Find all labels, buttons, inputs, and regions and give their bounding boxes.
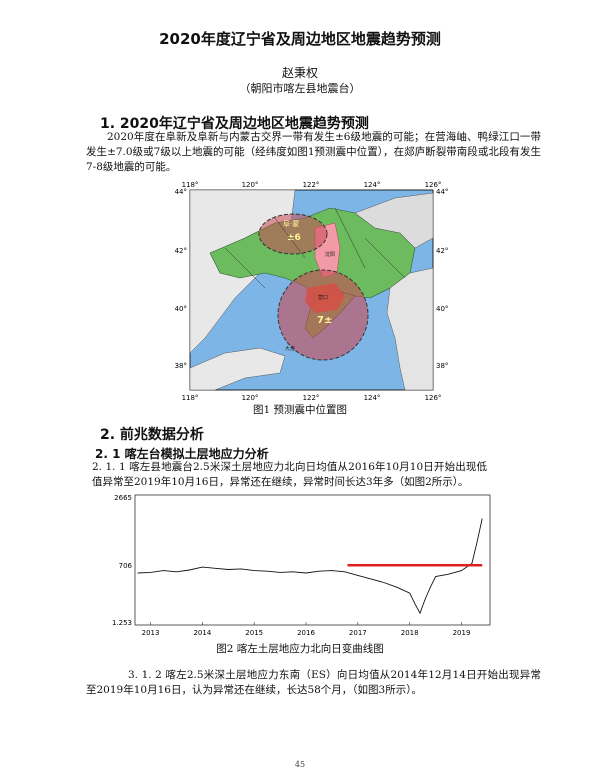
x-tick-label: 2017 bbox=[349, 629, 367, 637]
section3-paragraph: 3. 1. 2 喀左2.5米深土层地应力东南（ES）向日均值从2014年12月1… bbox=[86, 668, 541, 698]
map-left-label: 38° bbox=[175, 362, 187, 370]
figure2-caption: 图2 喀左土层地应力北向日变曲线图 bbox=[216, 643, 384, 655]
y-tick-label: 2665 bbox=[114, 494, 132, 502]
map-bottom-label: 118° bbox=[182, 394, 199, 402]
section1-heading: 1. 2020年辽宁省及周边地区地震趋势预测 bbox=[100, 116, 369, 132]
paper-title: 2020年度辽宁省及周边地区地震趋势预测 bbox=[159, 30, 441, 48]
zone1-ellipse bbox=[258, 213, 328, 255]
section1-paragraph: 2020年度在阜新及阜新与内蒙古交界一带有发生±6级地震的可能；在营海岫、鸭绿江… bbox=[86, 130, 541, 175]
map-top-labels: 118° 120° 122° 124° 126° bbox=[182, 181, 442, 189]
map-top-label: 122° bbox=[303, 181, 320, 189]
land-shandong bbox=[189, 347, 286, 391]
x-tick-labels: 2013 2014 2015 2016 2017 2018 2019 bbox=[142, 622, 471, 637]
city2-label: 营口 bbox=[318, 294, 328, 301]
x-tick-label: 2015 bbox=[245, 629, 263, 637]
map-right-label: 42° bbox=[436, 247, 448, 255]
map-left-labels: 44° 42° 40° 38° bbox=[175, 188, 187, 370]
chart-frame bbox=[134, 494, 491, 626]
map-bottom-labels: 118° 120° 122° 124° 126° bbox=[182, 394, 442, 402]
chart-series bbox=[137, 518, 483, 615]
x-tick-label: 2018 bbox=[401, 629, 419, 637]
map-top-label: 124° bbox=[364, 181, 381, 189]
x-tick-label: 2014 bbox=[193, 629, 211, 637]
fault-lines bbox=[224, 207, 406, 289]
prediction-map: 阜·蒙 ±6 7± 沈阳 营口 大连 118° 120° 122° 124° 1… bbox=[175, 181, 449, 402]
map-bottom-label: 124° bbox=[364, 394, 381, 402]
author: 赵秉权 bbox=[281, 66, 318, 80]
map-bottom-label: 122° bbox=[303, 394, 320, 402]
map-bottom-label: 126° bbox=[425, 394, 442, 402]
zone2-circle bbox=[277, 269, 369, 361]
zone1-label: ±6 bbox=[287, 233, 301, 243]
page-number: 45 bbox=[294, 760, 306, 769]
map-right-label: 40° bbox=[436, 305, 448, 313]
x-tick-label: 2016 bbox=[297, 629, 315, 637]
y-tick-labels: 2665 706 1.253 bbox=[112, 494, 133, 627]
section1-paragraph-text: 2020年度在阜新及阜新与内蒙古交界一带有发生±6级地震的可能；在营海岫、鸭绿江… bbox=[86, 131, 541, 173]
zone2-label: 7± bbox=[317, 315, 332, 326]
affiliation: （朝阳市喀左县地震台） bbox=[239, 82, 361, 95]
map-top-label: 126° bbox=[425, 181, 442, 189]
series-line bbox=[137, 518, 483, 615]
y-tick-label: 1.253 bbox=[112, 619, 132, 627]
land-northeast bbox=[354, 192, 434, 249]
map-left-label: 40° bbox=[175, 305, 187, 313]
city3-label: 大连 bbox=[285, 345, 295, 352]
land-korea bbox=[386, 267, 434, 391]
zone1-name: 阜·蒙 bbox=[283, 219, 299, 228]
section2-subheading: 2. 1 喀左台模拟土层地应力分析 bbox=[95, 447, 269, 461]
map-right-label: 38° bbox=[436, 362, 448, 370]
figure1-caption: 图1 预测震中位置图 bbox=[252, 404, 348, 416]
map-right-label: 44° bbox=[436, 188, 448, 196]
map-top-label: 118° bbox=[182, 181, 199, 189]
map-top-label: 120° bbox=[242, 181, 259, 189]
city-label: 沈阳 bbox=[325, 251, 335, 258]
section2-heading: 2. 前兆数据分析 bbox=[100, 427, 204, 443]
map-left-label: 42° bbox=[175, 247, 187, 255]
section3-paragraph-text: 3. 1. 2 喀左2.5米深土层地应力东南（ES）向日均值从2014年12月1… bbox=[86, 669, 541, 696]
y-tick-label: 706 bbox=[119, 562, 133, 570]
x-tick-label: 2013 bbox=[142, 629, 160, 637]
map-bottom-label: 120° bbox=[242, 394, 259, 402]
section2-paragraph: 2. 1. 1 喀左县地震台2.5米深土层地应力北向日均值从2016年10月10… bbox=[92, 461, 487, 488]
x-tick-label: 2019 bbox=[453, 629, 471, 637]
map-right-labels: 44° 42° 40° 38° bbox=[436, 188, 448, 370]
map-left-label: 44° bbox=[175, 188, 187, 196]
